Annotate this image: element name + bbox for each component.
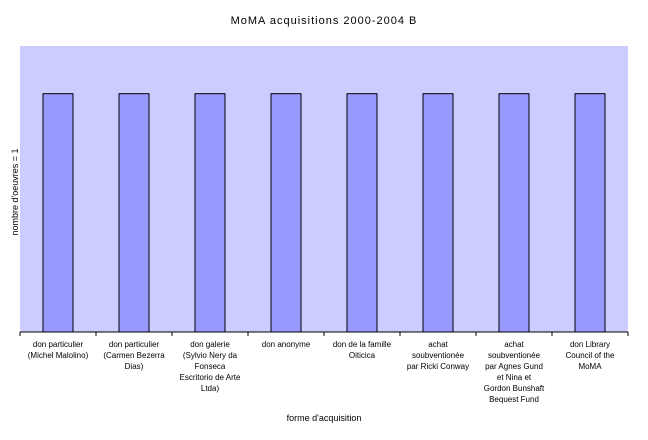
x-tick-label-line: soubventionée: [488, 351, 541, 360]
bar: [498, 93, 530, 333]
bars: [42, 93, 606, 333]
x-tick-label-line: don particulier: [109, 340, 160, 349]
x-tick-label-line: Fonseca: [195, 362, 226, 371]
x-axis-label: forme d'acquisition: [287, 413, 362, 423]
x-tick-label-line: Oiticica: [349, 351, 376, 360]
x-tick-label-line: Gordon Bunshaft: [484, 384, 545, 393]
x-tick-label: don Library Council of the MoMA: [566, 340, 615, 371]
x-tick-label-line: MoMA: [578, 362, 602, 371]
bar: [422, 93, 454, 333]
x-tick-label: don de la famille Oiticica: [333, 340, 392, 360]
bar: [574, 93, 606, 333]
x-tick-label-line: achat: [428, 340, 448, 349]
x-tick-label-line: Escritorio de Arte: [180, 373, 241, 382]
x-tick-label-line: achat: [504, 340, 524, 349]
y-axis-label: nombre d'oeuvres = 1: [10, 148, 20, 235]
x-tick-label: achat soubventionée par Agnes Gund et Nina …: [484, 340, 545, 404]
bar: [118, 93, 150, 333]
bar: [270, 93, 302, 333]
x-tick-label-line: par Agnes Gund: [485, 362, 543, 371]
x-tick-label-line: don particulier: [33, 340, 84, 349]
bar: [42, 93, 74, 333]
x-tick-label-line: (Michel Malolino): [28, 351, 89, 360]
x-tick-label-line: don galerie: [190, 340, 230, 349]
x-tick-label-line: par Ricki Conway: [407, 362, 469, 371]
x-tick-label-line: Council of the: [566, 351, 615, 360]
x-tick-label: don anonyme: [262, 340, 311, 349]
x-tick-label-line: Bequest Fund: [489, 395, 539, 404]
plot-area: [20, 46, 628, 332]
x-tick-label-line: don de la famille: [333, 340, 392, 349]
x-tick-label: don particulier (Carmen Bezerra Dias): [103, 340, 165, 371]
x-tick-label-line: Dias): [125, 362, 144, 371]
x-tick-label-line: don Library: [570, 340, 610, 349]
chart-title: MoMA acquisitions 2000-2004 B: [231, 15, 418, 27]
x-tick-label-line: soubventionée: [412, 351, 465, 360]
x-tick-label-line: (Sylvio Nery da: [183, 351, 238, 360]
x-ticks: [19, 332, 629, 336]
x-tick-label-line: don anonyme: [262, 340, 311, 349]
x-tick-label: achat soubventionée par Ricki Conway: [407, 340, 469, 371]
x-tick-label-line: et Nina et: [497, 373, 532, 382]
x-tick-label: don galerie (Sylvio Nery da Fonseca Escrito…: [180, 340, 241, 393]
bar: [346, 93, 378, 333]
x-tick-labels: don particulier (Michel Malolino)don part…: [28, 340, 615, 404]
bar: [194, 93, 226, 333]
x-tick-label-line: (Carmen Bezerra: [103, 351, 165, 360]
x-tick-label-line: Ltda): [201, 384, 220, 393]
x-tick-label: don particulier (Michel Malolino): [28, 340, 89, 360]
